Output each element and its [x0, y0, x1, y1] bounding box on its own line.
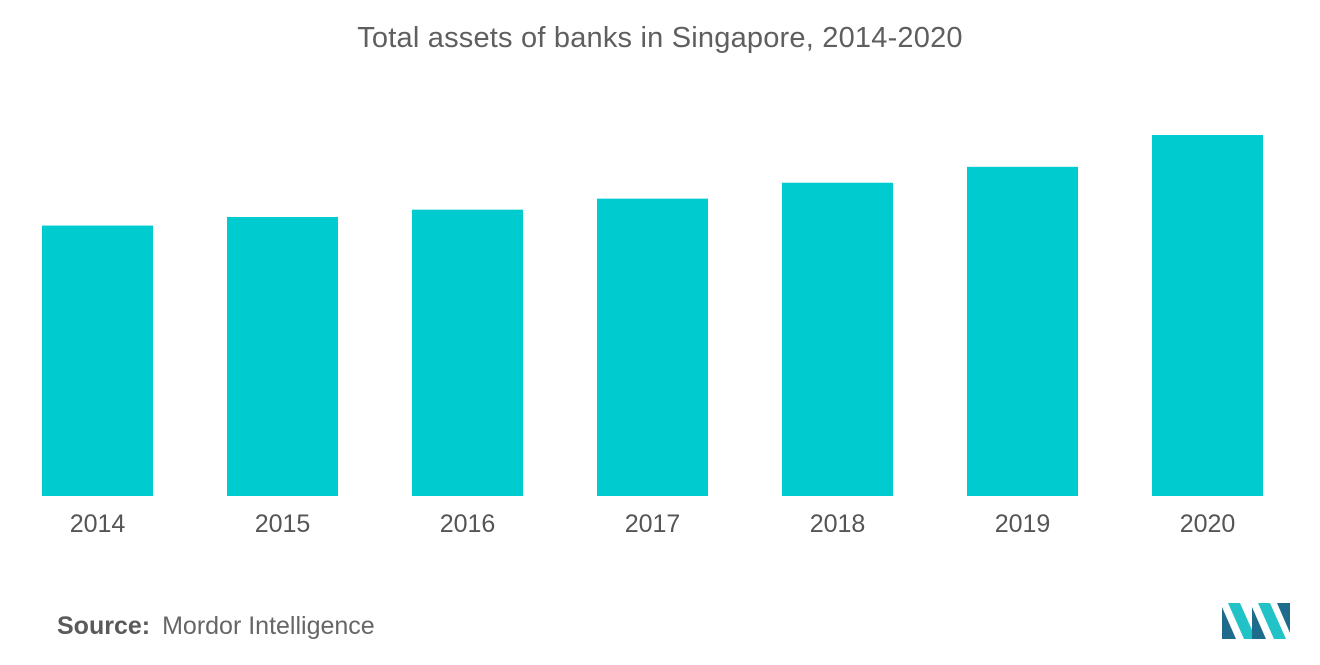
bar-2018: [782, 182, 893, 496]
x-tick-label-2020: 2020: [1180, 510, 1236, 538]
source-label: Source:: [57, 612, 151, 640]
bar-2014: [42, 225, 153, 496]
bar-2017: [597, 198, 708, 497]
bar-2016: [412, 209, 523, 496]
source-text: Mordor Intelligence: [162, 612, 375, 640]
bars-group: [42, 135, 1263, 497]
source-note: Source: Mordor Intelligence: [57, 612, 375, 641]
bar-2020: [1152, 135, 1263, 496]
x-tick-label-2016: 2016: [440, 510, 496, 538]
chart-title: Total assets of banks in Singapore, 2014…: [357, 22, 963, 54]
x-tick-label-2014: 2014: [70, 510, 126, 538]
mordor-intelligence-logo: [1222, 603, 1290, 639]
bar-2019: [967, 166, 1078, 496]
x-tick-label-2018: 2018: [810, 510, 866, 538]
x-tick-label-2019: 2019: [995, 510, 1051, 538]
x-tick-labels-group: 2014 2015 2016 2017 2018 2019 2020: [70, 510, 1236, 538]
bar-2015: [227, 217, 338, 496]
x-tick-label-2017: 2017: [625, 510, 681, 538]
x-tick-label-2015: 2015: [255, 510, 311, 538]
